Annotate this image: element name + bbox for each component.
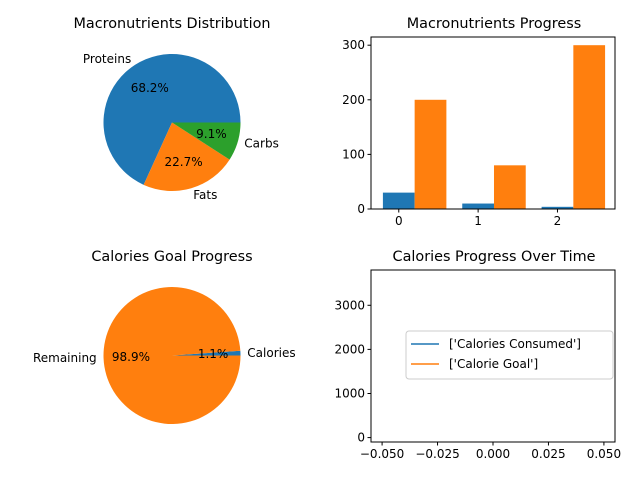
- y-tick-label: 100: [342, 147, 365, 161]
- slice-percent-remaining: 98.9%: [112, 350, 150, 364]
- legend-entry-1: ['Calories Consumed']: [449, 337, 581, 351]
- pie-slice-proteins: [103, 53, 241, 185]
- slice-percent-carbs: 9.1%: [196, 127, 227, 141]
- x-tick-label: 0.000: [476, 447, 510, 461]
- y-tick-label: 200: [342, 93, 365, 107]
- x-tick-label: 0.025: [531, 447, 565, 461]
- bar-series1-0: [382, 192, 415, 209]
- calories-progress-over-time-chart: Calories Progress Over Time 0 1000 2000 300…: [334, 249, 621, 461]
- calories-goal-progress-chart: Calories Goal Progress Calories 1.1% Remai…: [33, 249, 296, 425]
- legend-entry-2: ['Calorie Goal']: [449, 357, 538, 371]
- slice-label-remaining: Remaining: [33, 351, 97, 365]
- x-tick-label: 1: [474, 214, 482, 228]
- chart-title: Calories Progress Over Time: [393, 249, 596, 265]
- bar-series2-1: [493, 165, 526, 209]
- slice-percent-fats: 22.7%: [165, 155, 203, 169]
- pie-slice-fats: [143, 122, 230, 191]
- slice-label-calories: Calories: [247, 346, 295, 360]
- slice-percent-proteins: 68.2%: [131, 81, 169, 95]
- legend: ['Calories Consumed'] ['Calorie Goal']: [405, 330, 614, 380]
- chart-title: Macronutrients Progress: [407, 16, 581, 32]
- x-tick-label: −0.025: [415, 447, 459, 461]
- slice-percent-calories: 1.1%: [198, 347, 229, 361]
- bar-series2-0: [414, 99, 447, 209]
- slice-label-fats: Fats: [193, 188, 217, 202]
- axes-frame: [370, 36, 616, 210]
- slice-label-carbs: Carbs: [244, 137, 279, 151]
- x-tick-label: −0.050: [360, 447, 404, 461]
- pie-slice-carbs: [172, 122, 241, 160]
- bar-series1-2: [541, 206, 574, 209]
- macronutrients-progress-chart: Macronutrients Progress 0 100 200 300 0 1 2: [342, 16, 616, 228]
- bar-series1-1: [462, 203, 494, 209]
- chart-title: Macronutrients Distribution: [74, 16, 271, 32]
- y-tick-label: 0: [357, 431, 365, 445]
- bar-series2-2: [573, 45, 606, 209]
- x-tick-label: 0.050: [587, 447, 621, 461]
- x-tick-label: 0: [395, 214, 403, 228]
- slice-label-proteins: Proteins: [83, 52, 131, 66]
- pie-slice-remaining: [103, 286, 241, 425]
- legend-frame: [405, 330, 614, 380]
- macronutrients-distribution-chart: Macronutrients Distribution Proteins 68.2…: [74, 16, 279, 202]
- chart-title: Calories Goal Progress: [91, 249, 252, 265]
- y-tick-label: 2000: [334, 342, 365, 356]
- y-tick-label: 0: [357, 202, 365, 216]
- y-tick-label: 300: [342, 38, 365, 52]
- x-tick-label: 2: [554, 214, 562, 228]
- pie-slice-calories: [172, 350, 241, 356]
- y-tick-label: 3000: [334, 298, 365, 312]
- y-tick-label: 1000: [334, 386, 365, 400]
